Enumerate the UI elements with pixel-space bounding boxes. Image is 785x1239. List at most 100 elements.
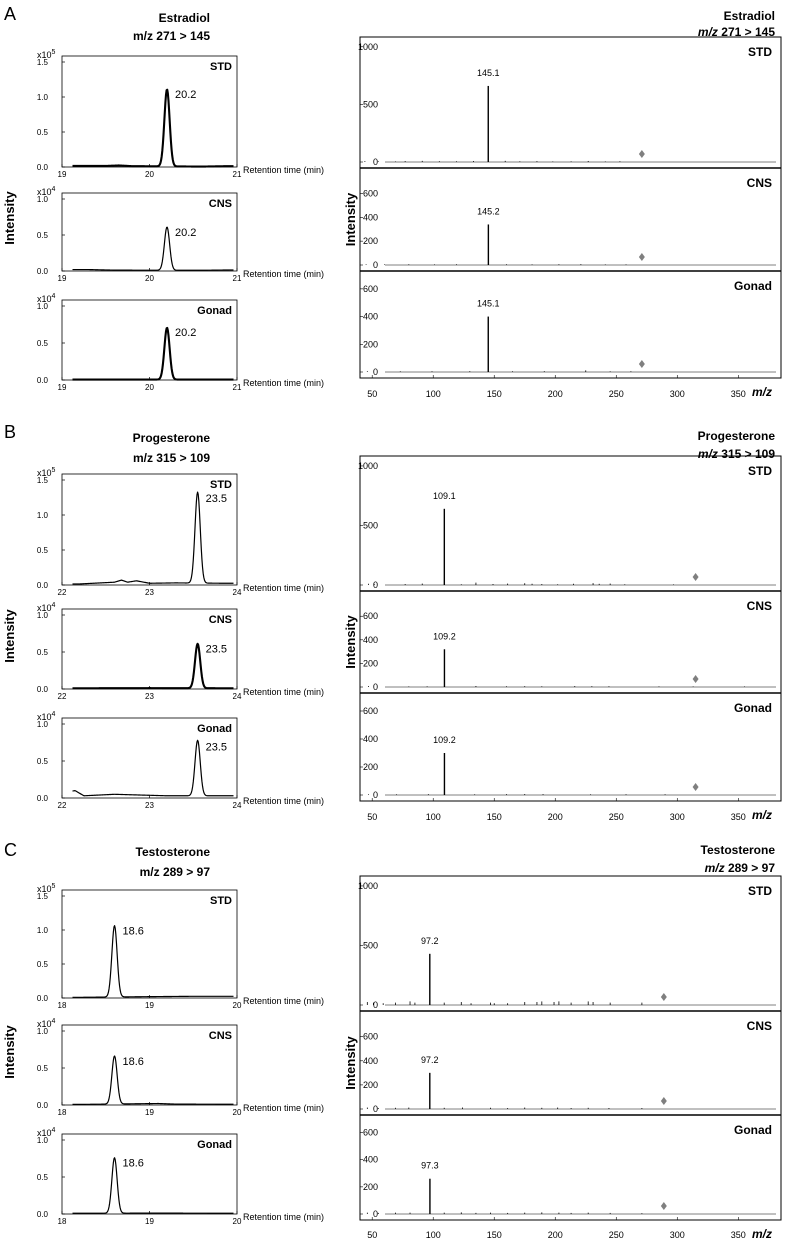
chromatogram-compound-title: Estradiol xyxy=(159,11,210,25)
x-tick-label: 24 xyxy=(233,692,242,701)
x-tick-label: 23 xyxy=(145,801,154,810)
spectrum-name-label: Gonad xyxy=(734,279,772,293)
x-tick-label: 20 xyxy=(233,1108,242,1117)
spectrum-y-tick-label: 0 xyxy=(373,367,378,377)
spectrum-frame xyxy=(359,875,782,1221)
spectrum-y-tick-label: 400 xyxy=(363,1056,378,1066)
spectrum-y-tick-label: 200 xyxy=(363,1080,378,1090)
peak-retention-label: 23.5 xyxy=(206,742,227,754)
spectrum-frame xyxy=(359,36,782,379)
spectrum-transition-title: m/z 271 > 145 xyxy=(698,25,775,39)
x-tick-label: 21 xyxy=(233,274,242,283)
base-peak-label: 109.1 xyxy=(433,491,456,501)
spectrum-y-tick-label: 0 xyxy=(373,1000,378,1010)
chromatogram-y-axis-label: Intensity xyxy=(2,191,17,245)
spectrum-x-axis-label: m/z xyxy=(752,385,772,399)
spectrum-name-label: CNS xyxy=(747,176,772,190)
spectrum-cns: 600 400 200 0 109.2 CNS xyxy=(360,599,776,692)
y-tick-label: 1.5 xyxy=(37,476,49,485)
spectrum-std: 1000 500 0 97.2 STD xyxy=(358,881,776,1010)
spectrum-compound-title: Estradiol xyxy=(724,9,775,23)
spectrum-name-label: STD xyxy=(748,45,772,59)
base-peak-label: 97.2 xyxy=(421,1055,439,1065)
spectrum-y-tick-label: 0 xyxy=(373,580,378,590)
spectrum-y-tick-label: 200 xyxy=(363,658,378,668)
chromatogram-trace xyxy=(72,88,234,168)
chromatogram-transition-title: m/z 289 > 97 xyxy=(140,865,211,879)
chromatogram-trace xyxy=(72,491,234,585)
spectrum-y-axis-label: Intensity xyxy=(343,615,358,669)
base-peak-label: 109.2 xyxy=(433,735,456,745)
trace-name-label: STD xyxy=(210,895,232,907)
peak-retention-label: 20.2 xyxy=(175,227,196,239)
spectrum-name-label: CNS xyxy=(747,1019,772,1033)
chromatogram-compound-title: Progesterone xyxy=(133,431,211,445)
base-peak-label: 145.1 xyxy=(477,299,500,309)
spectrum-y-tick-label: 0 xyxy=(373,157,378,167)
chromatogram-y-axis-label: Intensity xyxy=(2,609,17,663)
spectrum-x-tick-label: 200 xyxy=(548,1230,563,1239)
spectrum-x-tick-label: 100 xyxy=(426,389,441,399)
x-axis-label: Retention time (min) xyxy=(243,583,324,593)
spectrum-x-tick-label: 350 xyxy=(731,389,746,399)
y-tick-label: 0.0 xyxy=(37,163,49,172)
spectrum-x-tick-label: 100 xyxy=(426,1230,441,1239)
y-tick-label: 0.5 xyxy=(37,231,49,240)
y-exponent-label: x105 xyxy=(37,883,56,894)
y-tick-label: 1.0 xyxy=(37,93,49,102)
spectrum-y-tick-label: 1000 xyxy=(358,42,378,52)
chromatogram-y-axis-label: Intensity xyxy=(2,1025,17,1079)
spectrum-x-tick-label: 300 xyxy=(670,389,685,399)
spectrum-y-tick-label: 0 xyxy=(373,1209,378,1219)
spectrum-gonad: 600 400 200 0 109.2 Gonad xyxy=(360,701,776,800)
panel-letter: A xyxy=(4,4,16,24)
spectrum-x-tick-label: 300 xyxy=(670,812,685,822)
spectrum-x-tick-label: 350 xyxy=(731,1230,746,1239)
precursor-marker xyxy=(692,573,699,581)
precursor-marker xyxy=(660,1202,667,1210)
spectrum-y-tick-label: 500 xyxy=(363,940,378,950)
spectrum-y-tick-label: 600 xyxy=(363,188,378,198)
x-tick-label: 22 xyxy=(58,801,67,810)
y-tick-label: 1.5 xyxy=(37,892,49,901)
spectrum-x-tick-label: 50 xyxy=(367,389,377,399)
spectrum-compound-title: Testosterone xyxy=(701,843,776,857)
base-peak-label: 145.1 xyxy=(477,68,500,78)
y-exponent-label: x104 xyxy=(37,602,56,613)
spectrum-y-tick-label: 400 xyxy=(363,312,378,322)
trace-name-label: CNS xyxy=(209,1030,232,1042)
y-exponent-label: x104 xyxy=(37,1127,56,1138)
y-tick-label: 0.5 xyxy=(37,960,49,969)
y-exponent-label: x105 xyxy=(37,467,56,478)
peak-retention-label: 18.6 xyxy=(123,1056,144,1068)
spectrum-x-tick-label: 50 xyxy=(367,812,377,822)
spectrum-x-axis-label: m/z xyxy=(752,808,772,822)
precursor-marker xyxy=(660,1097,667,1105)
trace-name-label: Gonad xyxy=(197,305,232,317)
spectrum-name-label: Gonad xyxy=(734,701,772,715)
y-tick-label: 1.0 xyxy=(37,511,49,520)
y-tick-label: 1.0 xyxy=(37,195,49,204)
y-tick-label: 0.0 xyxy=(37,1210,49,1219)
spectrum-y-tick-label: 400 xyxy=(363,734,378,744)
peak-retention-label: 18.6 xyxy=(123,1158,144,1170)
spectrum-y-tick-label: 0 xyxy=(373,260,378,270)
y-tick-label: 0.5 xyxy=(37,1173,49,1182)
spectrum-name-label: STD xyxy=(748,464,772,478)
spectrum-x-tick-label: 200 xyxy=(548,812,563,822)
chromatogram-trace xyxy=(72,739,234,797)
x-tick-label: 20 xyxy=(145,383,154,392)
x-tick-label: 19 xyxy=(58,274,67,283)
spectrum-y-tick-label: 1000 xyxy=(358,881,378,891)
peak-retention-label: 23.5 xyxy=(206,644,227,656)
peak-retention-label: 20.2 xyxy=(175,327,196,339)
x-tick-label: 24 xyxy=(233,588,242,597)
y-tick-label: 0.0 xyxy=(37,685,49,694)
y-tick-label: 0.5 xyxy=(37,128,49,137)
